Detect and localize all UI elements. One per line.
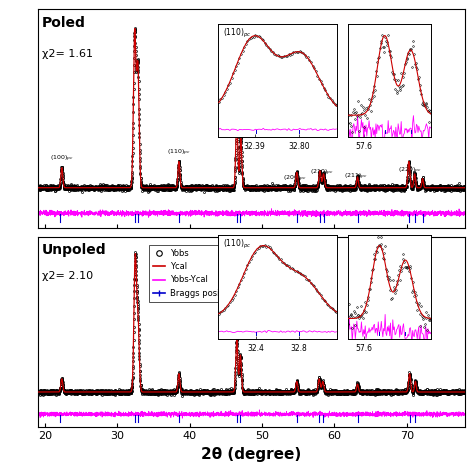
X-axis label: 2θ (degree): 2θ (degree) — [201, 447, 301, 462]
Text: (100)$_{pc}$: (100)$_{pc}$ — [50, 154, 74, 164]
Legend: Yobs, Ycal, Yobs-Ycal, Braggs position: Yobs, Ycal, Yobs-Ycal, Braggs position — [149, 245, 239, 302]
Text: (110)$_{pc}$: (110)$_{pc}$ — [223, 27, 252, 40]
Text: χ2= 1.61: χ2= 1.61 — [42, 49, 93, 59]
Text: (211)$_{pc}$: (211)$_{pc}$ — [344, 172, 368, 182]
Text: χ2= 2.10: χ2= 2.10 — [42, 271, 93, 281]
Text: (200)$_{pc}$: (200)$_{pc}$ — [283, 173, 307, 183]
Text: (110)$_{pc}$: (110)$_{pc}$ — [223, 238, 252, 251]
Text: Unpoled: Unpoled — [42, 243, 107, 257]
Text: (110)$_{pc}$: (110)$_{pc}$ — [167, 148, 191, 158]
Text: (220)$_{pc}$: (220)$_{pc}$ — [398, 165, 422, 175]
Text: (210)$_{pc}$: (210)$_{pc}$ — [310, 167, 334, 178]
Text: (111)$_{pc}$: (111)$_{pc}$ — [225, 108, 249, 118]
Text: Poled: Poled — [42, 16, 86, 30]
